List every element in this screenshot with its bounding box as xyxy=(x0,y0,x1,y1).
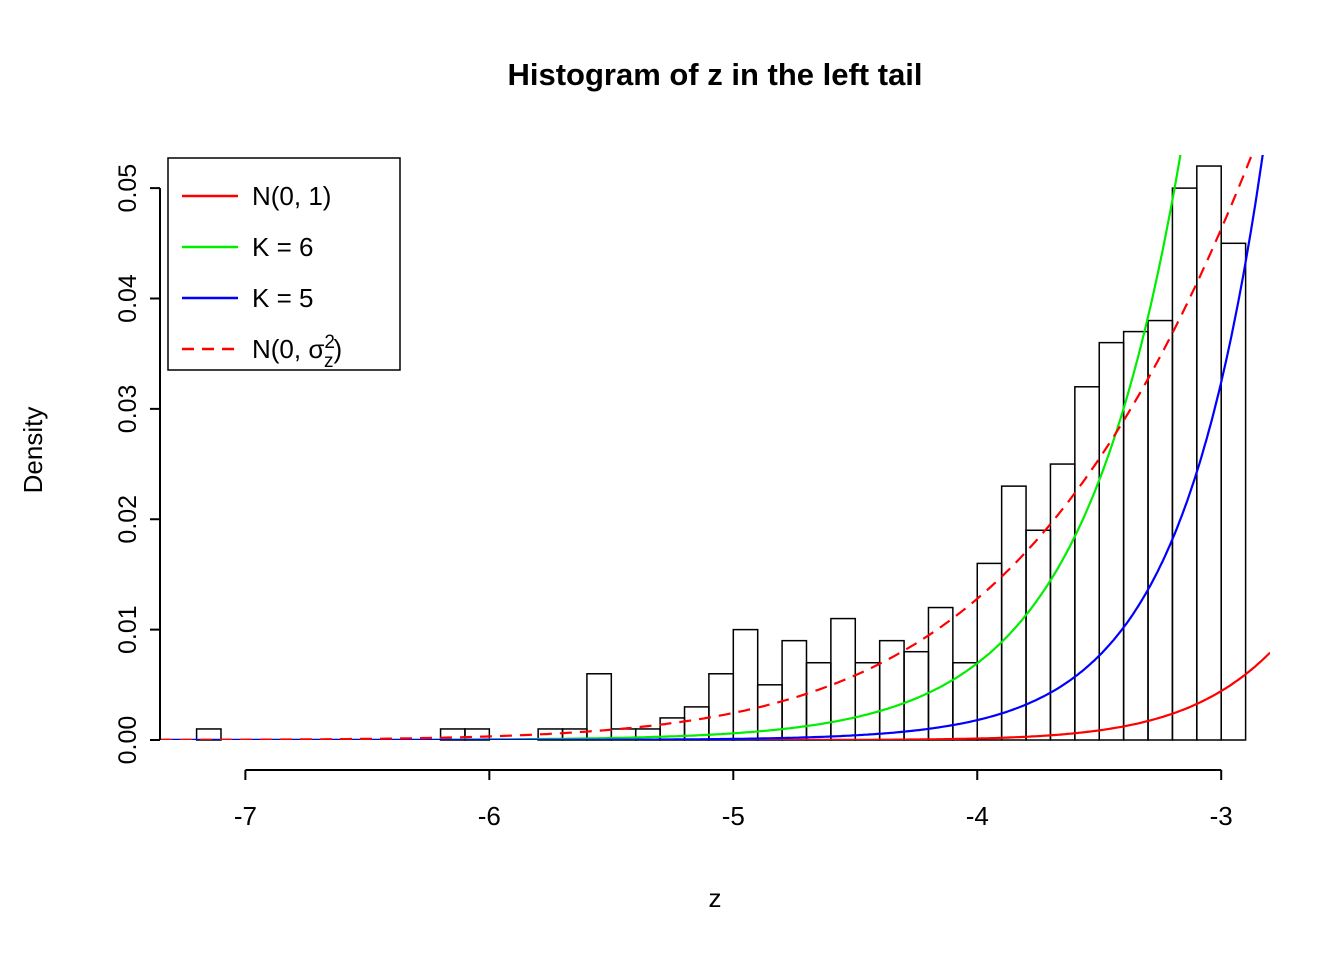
histogram-bar xyxy=(1220,242,1247,741)
histogram-bar xyxy=(195,728,222,741)
x-tick-label: -4 xyxy=(966,801,989,831)
histogram-bar xyxy=(1074,386,1100,741)
y-axis-label: Density xyxy=(18,407,48,494)
y-tick-label: 0.00 xyxy=(114,716,142,765)
x-tick-label: -6 xyxy=(478,801,501,831)
histogram-bar xyxy=(1147,319,1174,741)
histogram-bars xyxy=(195,165,1247,741)
histogram-bar xyxy=(732,628,759,741)
curve-2-line xyxy=(160,155,1264,740)
y-tick-label: 0.05 xyxy=(114,164,142,213)
x-tick-label: -5 xyxy=(722,801,745,831)
histogram-bar xyxy=(878,639,905,741)
histogram-bar xyxy=(1098,341,1125,741)
histogram-bar xyxy=(805,661,832,741)
legend-label: K = 6 xyxy=(252,232,313,262)
histogram-bar xyxy=(781,639,808,741)
histogram-bar xyxy=(1049,463,1076,741)
legend-box xyxy=(167,157,401,371)
legend-label: N(0, σ2 z) xyxy=(252,332,342,372)
legend: N(0, 1) K = 6 K = 5 N(0, σ2 z) xyxy=(167,157,401,372)
x-tick-label: -3 xyxy=(1210,801,1233,831)
histogram-bar xyxy=(1196,165,1222,741)
chart-title: Histogram of z in the left tail xyxy=(507,57,922,92)
curve-3-line xyxy=(160,155,1253,740)
histogram-bar xyxy=(1000,485,1027,741)
histogram-bar xyxy=(708,673,735,741)
x-tick-label: -7 xyxy=(234,801,257,831)
y-tick-label: 0.01 xyxy=(114,605,142,654)
histogram-bar xyxy=(952,661,979,741)
curve-0-line xyxy=(160,651,1270,740)
y-tick-label: 0.04 xyxy=(114,274,142,323)
legend-label: N(0, 1) xyxy=(252,181,331,211)
y-tick-label: 0.02 xyxy=(114,495,142,544)
x-axis-label: z xyxy=(709,883,722,913)
axes: 0.00 0.01 0.02 0.03 0.04 0.05 -7 -6 -5 -4 -3 xyxy=(114,164,1233,831)
y-tick-label: 0.03 xyxy=(114,385,142,434)
histogram-bar xyxy=(1025,529,1052,741)
histogram-bar xyxy=(903,650,930,741)
legend-label: K = 5 xyxy=(252,283,313,313)
histogram-bar xyxy=(1171,187,1198,741)
density-curves xyxy=(160,155,1270,740)
